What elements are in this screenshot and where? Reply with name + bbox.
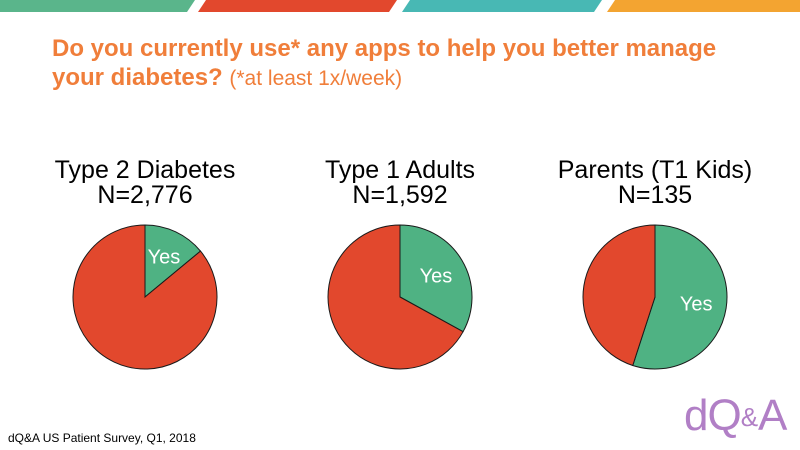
top-bar-segment-orange xyxy=(607,0,800,12)
pie-slice-no xyxy=(72,224,218,370)
pie-slice-no xyxy=(582,224,656,367)
top-color-bar xyxy=(0,0,800,12)
title-question: Do you currently use* any apps to help y… xyxy=(52,35,717,91)
pie-slice-label-yes: Yes xyxy=(420,266,453,288)
pie-3-title: Parents (T1 Kids) xyxy=(557,156,753,184)
slide-title: Do you currently use* any apps to help y… xyxy=(52,34,772,93)
top-bar-segment-teal xyxy=(402,0,602,12)
pie-chart-type1-adults: Yes xyxy=(327,224,473,370)
pie-3-sample-size: N=135 xyxy=(617,181,693,209)
title-footnote: (*at least 1x/week) xyxy=(229,67,403,90)
pie-slice-yes xyxy=(144,224,202,299)
logo-ampersand: & xyxy=(740,402,759,432)
pie-chart-type2: Yes xyxy=(72,224,218,370)
dqa-logo: dQ&A xyxy=(684,388,794,444)
top-bar-segment-green xyxy=(0,0,195,12)
pie-1-title: Type 2 Diabetes xyxy=(54,156,236,184)
pie-slice-yes xyxy=(399,224,473,333)
pie-slice-label-yes: Yes xyxy=(148,247,181,269)
top-bar-segment-red xyxy=(198,0,397,12)
logo-text-dq: dQ xyxy=(684,391,742,440)
pie-2-sample-size: N=1,592 xyxy=(352,181,448,209)
pie-slice-label-yes: Yes xyxy=(680,294,713,316)
source-footnote: dQ&A US Patient Survey, Q1, 2018 xyxy=(8,431,196,445)
logo-text-a: A xyxy=(758,391,787,440)
pie-chart-parents: Yes xyxy=(582,224,728,370)
pie-slice-no xyxy=(327,224,464,370)
pie-2-title: Type 1 Adults xyxy=(324,156,476,184)
pie-1-sample-size: N=2,776 xyxy=(97,181,193,209)
pie-slice-yes xyxy=(632,224,728,370)
